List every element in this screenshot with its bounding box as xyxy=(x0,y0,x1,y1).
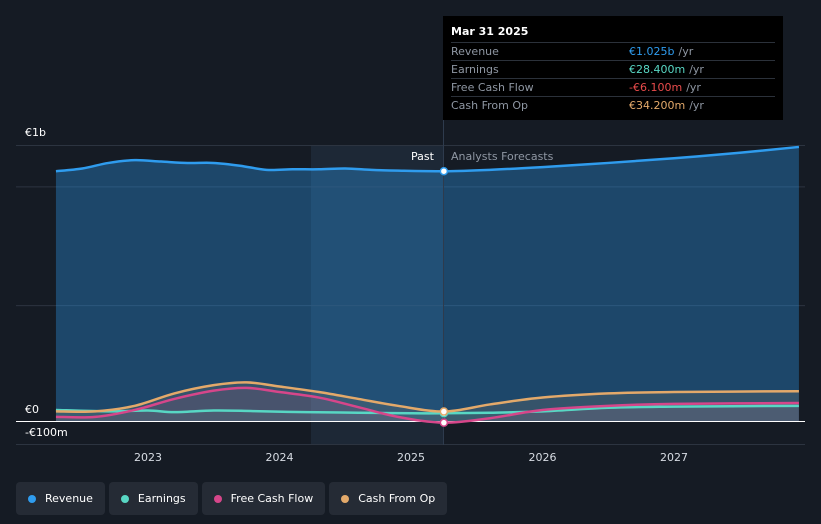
tooltip-rows: Revenue €1.025b/yr Earnings €28.400m/yr Free… xyxy=(451,42,775,114)
series-line-earnings xyxy=(55,404,799,415)
tooltip-unit: /yr xyxy=(686,81,701,94)
tooltip-label: Free Cash Flow xyxy=(451,81,534,94)
series-line-revenue xyxy=(55,145,800,173)
x-tick-label: 2025 xyxy=(397,451,425,464)
forecast-label: Analysts Forecasts xyxy=(451,150,554,163)
series-lines xyxy=(55,145,800,424)
x-tick-label: 2026 xyxy=(528,451,557,464)
tooltip-unit: /yr xyxy=(678,45,694,58)
x-tick-label: 2023 xyxy=(134,451,162,464)
x-tick-label: 2024 xyxy=(265,451,294,464)
legend-dot-icon xyxy=(28,494,36,503)
data-point-marker xyxy=(439,418,449,427)
past-label: Past xyxy=(411,150,434,163)
legend-item-earnings[interactable]: Earnings xyxy=(108,482,198,515)
data-point-marker xyxy=(439,166,449,176)
data-point-marker xyxy=(439,407,449,416)
legend-dot-icon xyxy=(341,494,350,503)
y-tick-label: €1b xyxy=(25,126,46,139)
tooltip-value: €28.400m xyxy=(629,63,686,76)
tooltip-label: Cash From Op xyxy=(451,99,529,112)
tooltip-unit: /yr xyxy=(689,63,704,76)
series-line-cash-from-op xyxy=(55,381,799,413)
tooltip-value: -€6.100m xyxy=(629,81,683,94)
legend-dot-icon xyxy=(213,494,222,503)
grid-lines xyxy=(16,145,805,445)
legend-dot-icon xyxy=(120,494,129,503)
series-area-free-cash-flow xyxy=(55,387,799,423)
legend-label: Free Cash Flow xyxy=(230,492,314,505)
legend-label: Cash From Op xyxy=(358,492,436,505)
tooltip-row: Free Cash Flow -€6.100m/yr xyxy=(451,78,775,96)
tooltip-unit: /yr xyxy=(689,99,704,112)
y-tick-label: €0 xyxy=(25,403,39,416)
legend-item-cash-from-op[interactable]: Cash From Op xyxy=(329,482,448,515)
series-markers xyxy=(439,166,449,427)
legend-label: Earnings xyxy=(137,492,186,505)
series-area-revenue xyxy=(55,146,799,421)
x-tick-label: 2027 xyxy=(660,451,688,464)
tooltip: Mar 31 2025 Revenue €1.025b/yr Earnings €28… xyxy=(443,16,783,120)
y-tick-label: -€100m xyxy=(25,426,68,439)
tooltip-value: €34.200m xyxy=(629,99,686,112)
tooltip-label: Earnings xyxy=(451,63,499,76)
legend: Revenue Earnings Free Cash Flow Cash From O… xyxy=(16,482,448,515)
legend-item-free-cash-flow[interactable]: Free Cash Flow xyxy=(201,482,326,515)
series-line-free-cash-flow xyxy=(55,386,799,424)
legend-item-revenue[interactable]: Revenue xyxy=(16,482,105,515)
tooltip-row: Revenue €1.025b/yr xyxy=(451,42,775,60)
tooltip-row: Cash From Op €34.200m/yr xyxy=(451,96,775,114)
tooltip-row: Earnings €28.400m/yr xyxy=(451,60,775,78)
tooltip-label: Revenue xyxy=(451,45,499,58)
tooltip-date: Mar 31 2025 xyxy=(451,25,529,38)
area-fills xyxy=(55,146,799,423)
tooltip-value: €1.025b xyxy=(629,45,675,58)
legend-label: Revenue xyxy=(45,492,93,505)
